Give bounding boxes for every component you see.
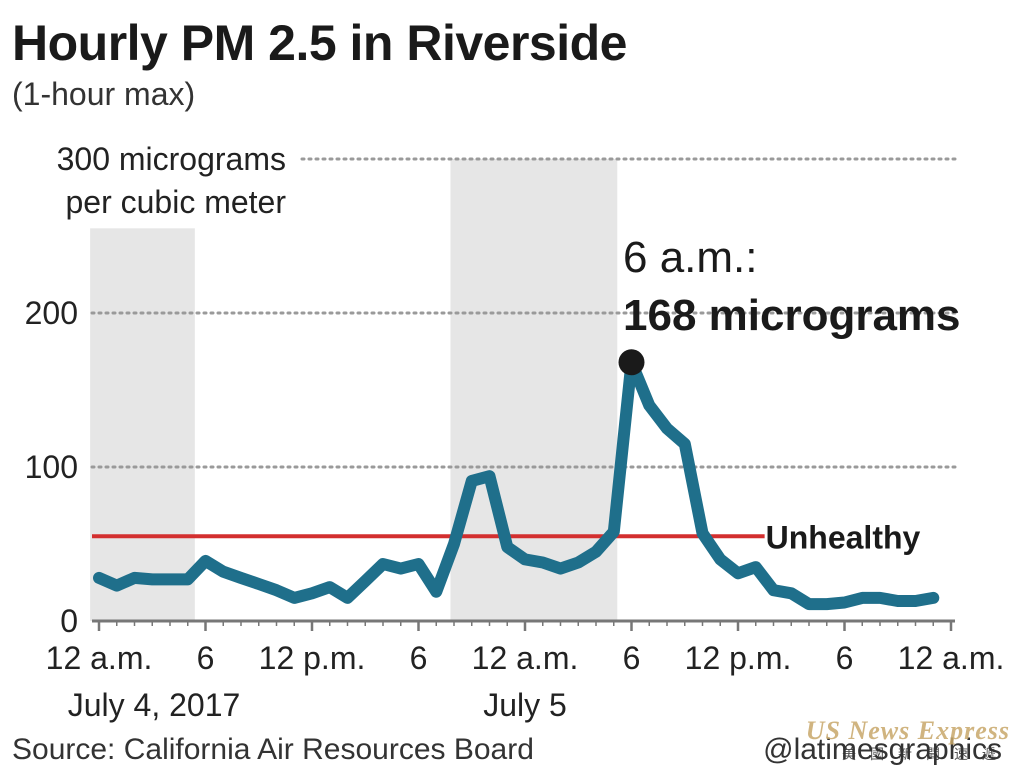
data-point-hour-26 bbox=[558, 566, 564, 572]
chart-subtitle: (1-hour max) bbox=[12, 76, 196, 112]
x-tick-label-42: 6 bbox=[836, 640, 854, 676]
data-point-hour-15 bbox=[362, 578, 368, 584]
y-tick-label-300: 300 micrograms bbox=[57, 141, 286, 177]
data-point-hour-16 bbox=[380, 561, 386, 567]
y-tick-label-200: 200 bbox=[25, 295, 78, 331]
data-point-hour-6 bbox=[203, 558, 209, 564]
data-point-hour-32 bbox=[664, 426, 670, 432]
data-point-hour-41 bbox=[824, 601, 830, 607]
data-point-hour-27 bbox=[575, 559, 581, 565]
peak-annotation-time: 6 a.m.: bbox=[623, 233, 758, 282]
data-point-hour-42 bbox=[842, 600, 848, 606]
data-point-hour-44 bbox=[877, 595, 883, 601]
data-point-hour-37 bbox=[753, 564, 759, 570]
data-point-hour-29 bbox=[611, 529, 617, 535]
data-point-hour-40 bbox=[806, 601, 812, 607]
data-point-hour-22 bbox=[487, 473, 493, 479]
data-point-hour-38 bbox=[771, 587, 777, 593]
peak-annotation-value: 168 micrograms bbox=[623, 291, 961, 340]
data-point-hour-23 bbox=[504, 544, 510, 550]
pm25-series-line bbox=[93, 356, 940, 611]
data-point-hour-31 bbox=[646, 402, 652, 408]
data-point-hour-5 bbox=[185, 576, 191, 582]
x-tick-label-12: 12 p.m. bbox=[259, 640, 366, 676]
data-point-hour-19 bbox=[433, 589, 439, 595]
x-tick-label-0: 12 a.m. bbox=[46, 640, 153, 676]
y-tick-label-0: 0 bbox=[60, 603, 78, 639]
x-tick-label-18: 6 bbox=[410, 640, 428, 676]
data-point-hour-33 bbox=[682, 441, 688, 447]
x-tick-label-30: 6 bbox=[623, 640, 641, 676]
data-point-hour-14 bbox=[345, 595, 351, 601]
data-point-hour-13 bbox=[327, 584, 333, 590]
data-point-hour-45 bbox=[895, 598, 901, 604]
data-point-hour-8 bbox=[238, 575, 244, 581]
data-point-hour-17 bbox=[398, 566, 404, 572]
data-point-hour-18 bbox=[416, 561, 422, 567]
y-tick-label-100: 100 bbox=[25, 449, 78, 485]
data-point-hour-34 bbox=[700, 530, 706, 536]
night-shade-1 bbox=[450, 159, 618, 621]
unhealthy-threshold-label: Unhealthy bbox=[766, 519, 921, 555]
data-point-hour-12 bbox=[309, 590, 315, 596]
data-point-hour-7 bbox=[220, 569, 226, 575]
data-point-hour-4 bbox=[167, 576, 173, 582]
data-point-hour-25 bbox=[540, 559, 546, 565]
data-point-hour-0 bbox=[96, 575, 102, 581]
data-point-hour-2 bbox=[132, 575, 138, 581]
watermark-subtext: 美國新聞速遞 bbox=[842, 748, 1010, 763]
data-point-hour-1 bbox=[114, 583, 120, 589]
data-point-hour-11 bbox=[291, 595, 297, 601]
data-point-hour-36 bbox=[735, 570, 741, 576]
data-point-hour-35 bbox=[717, 556, 723, 562]
x-tick-label-6: 6 bbox=[197, 640, 215, 676]
y-axis-unit-label: per cubic meter bbox=[65, 184, 286, 220]
data-point-hour-9 bbox=[256, 581, 262, 587]
chart-title: Hourly PM 2.5 in Riverside bbox=[12, 15, 627, 71]
data-point-hour-20 bbox=[451, 541, 457, 547]
night-shade-0 bbox=[90, 228, 195, 622]
data-point-hour-47 bbox=[930, 595, 936, 601]
data-point-hour-24 bbox=[522, 556, 528, 562]
x-tick-label-24: 12 a.m. bbox=[472, 640, 579, 676]
data-point-hour-10 bbox=[274, 587, 280, 593]
x-tick-label-48: 12 a.m. bbox=[898, 640, 1005, 676]
data-point-hour-43 bbox=[859, 595, 865, 601]
x-tick-label-36: 12 p.m. bbox=[685, 640, 792, 676]
credit-handle: @latimesgraphics bbox=[763, 733, 1002, 766]
source-note: Source: California Air Resources Board bbox=[12, 733, 534, 766]
watermark-logo: US News Express 美國新聞速遞 bbox=[806, 716, 1010, 764]
data-point-hour-28 bbox=[593, 549, 599, 555]
data-point-hour-39 bbox=[788, 590, 794, 596]
data-point-hour-3 bbox=[149, 576, 155, 582]
peak-marker-dot bbox=[618, 349, 645, 376]
date-label-1: July 5 bbox=[483, 687, 567, 723]
data-point-hour-21 bbox=[469, 478, 475, 484]
data-point-hour-46 bbox=[913, 598, 919, 604]
watermark-text: US News Express bbox=[805, 716, 1010, 745]
date-label-0: July 4, 2017 bbox=[68, 687, 241, 723]
